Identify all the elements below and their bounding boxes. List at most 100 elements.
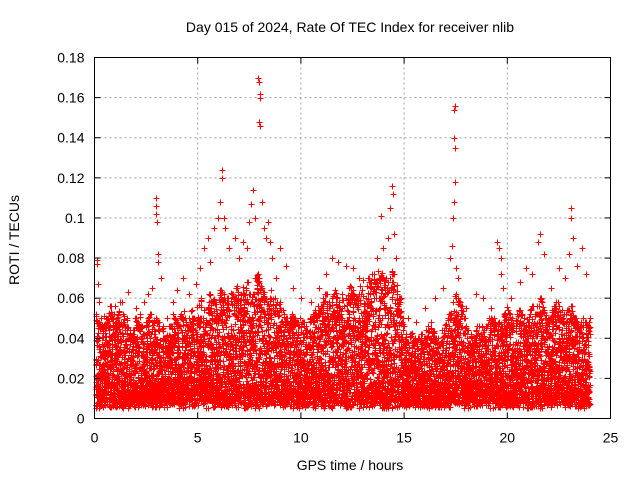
data-point [498, 255, 505, 262]
data-point [566, 251, 573, 258]
data-point [368, 285, 375, 292]
data-point [125, 289, 132, 296]
data-point [283, 263, 290, 270]
data-point [149, 285, 156, 292]
data-point [153, 211, 160, 218]
data-point [164, 315, 171, 322]
data-point [222, 225, 229, 232]
data-point [335, 259, 342, 266]
x-tick-label: 10 [293, 430, 309, 446]
data-point [498, 271, 505, 278]
data-point [259, 199, 266, 206]
data-point [405, 315, 412, 322]
data-point [211, 225, 218, 232]
data-point [556, 265, 563, 272]
data-point [413, 319, 420, 326]
data-point [451, 199, 458, 206]
x-tick-label: 0 [91, 430, 99, 446]
y-tick-label: 0.1 [65, 210, 85, 226]
data-point [316, 285, 323, 292]
y-tick-label: 0.08 [57, 250, 84, 266]
data-point [98, 315, 105, 322]
data-point [463, 305, 470, 312]
data-point [500, 285, 507, 292]
data-point [447, 255, 454, 262]
data-point [269, 255, 276, 262]
data-point [95, 281, 102, 288]
data-point [488, 305, 495, 312]
data-point [153, 203, 160, 210]
data-point [529, 271, 536, 278]
data-point [215, 215, 222, 222]
data-point [96, 299, 103, 306]
data-point [449, 243, 456, 250]
data-point [205, 235, 212, 242]
x-tick-label: 5 [194, 430, 202, 446]
y-tick-label: 0.16 [57, 90, 84, 106]
data-point [170, 299, 177, 306]
y-tick-label: 0.12 [57, 170, 84, 186]
data-point [154, 219, 161, 226]
data-point [155, 259, 162, 266]
data-point [180, 275, 187, 282]
data-point [496, 245, 503, 252]
data-point [452, 145, 459, 152]
axis-ticks: 0 0.02 0.04 0.06 0.08 0.1 0.12 0.14 0.16 0.18 0 5 10… [57, 50, 618, 446]
data-point [568, 215, 575, 222]
data-point [343, 263, 350, 270]
data-point [570, 235, 577, 242]
data-point [108, 311, 115, 318]
data-point [548, 285, 555, 292]
y-axis-label: ROTI / TECUs [6, 195, 22, 285]
data-point [257, 123, 264, 130]
data-point [133, 305, 140, 312]
data-point [248, 201, 255, 208]
data-point [329, 255, 336, 262]
data-point [256, 79, 263, 86]
chart-title: Day 015 of 2024, Rate Of TEC Index for r… [186, 19, 514, 35]
data-point [250, 187, 257, 194]
data-point [380, 245, 387, 252]
data-point [186, 291, 193, 298]
data-point [217, 199, 224, 206]
data-point [376, 275, 383, 282]
data-point [452, 103, 459, 110]
data-point [219, 175, 226, 182]
data-point [256, 119, 263, 126]
data-point [240, 239, 247, 246]
data-point [574, 263, 581, 270]
data-point [257, 95, 264, 102]
data-point [451, 135, 458, 142]
data-point [226, 245, 233, 252]
data-point [356, 275, 363, 282]
data-point [517, 279, 524, 286]
data-point [207, 259, 214, 266]
data-point [587, 315, 594, 322]
data-point [201, 245, 208, 252]
data-point [197, 265, 204, 272]
data-point [583, 271, 590, 278]
data-point [494, 239, 501, 246]
dense-point-band [93, 268, 594, 412]
data-point [174, 287, 181, 294]
data-point [393, 255, 400, 262]
data-point [277, 245, 284, 252]
x-tick-label: 15 [396, 430, 412, 446]
data-point [246, 219, 253, 226]
data-point [432, 295, 439, 302]
data-point [535, 239, 542, 246]
y-tick-label: 0.04 [57, 330, 84, 346]
data-point [94, 261, 101, 268]
data-point [219, 167, 226, 174]
data-point [390, 191, 397, 198]
data-point [308, 299, 315, 306]
data-point [193, 281, 200, 288]
data-point [141, 299, 148, 306]
data-point [389, 183, 396, 190]
data-point [453, 265, 460, 272]
data-point [265, 219, 272, 226]
data-point [112, 303, 119, 310]
data-point [541, 251, 548, 258]
data-point [323, 271, 330, 278]
data-point [568, 205, 575, 212]
